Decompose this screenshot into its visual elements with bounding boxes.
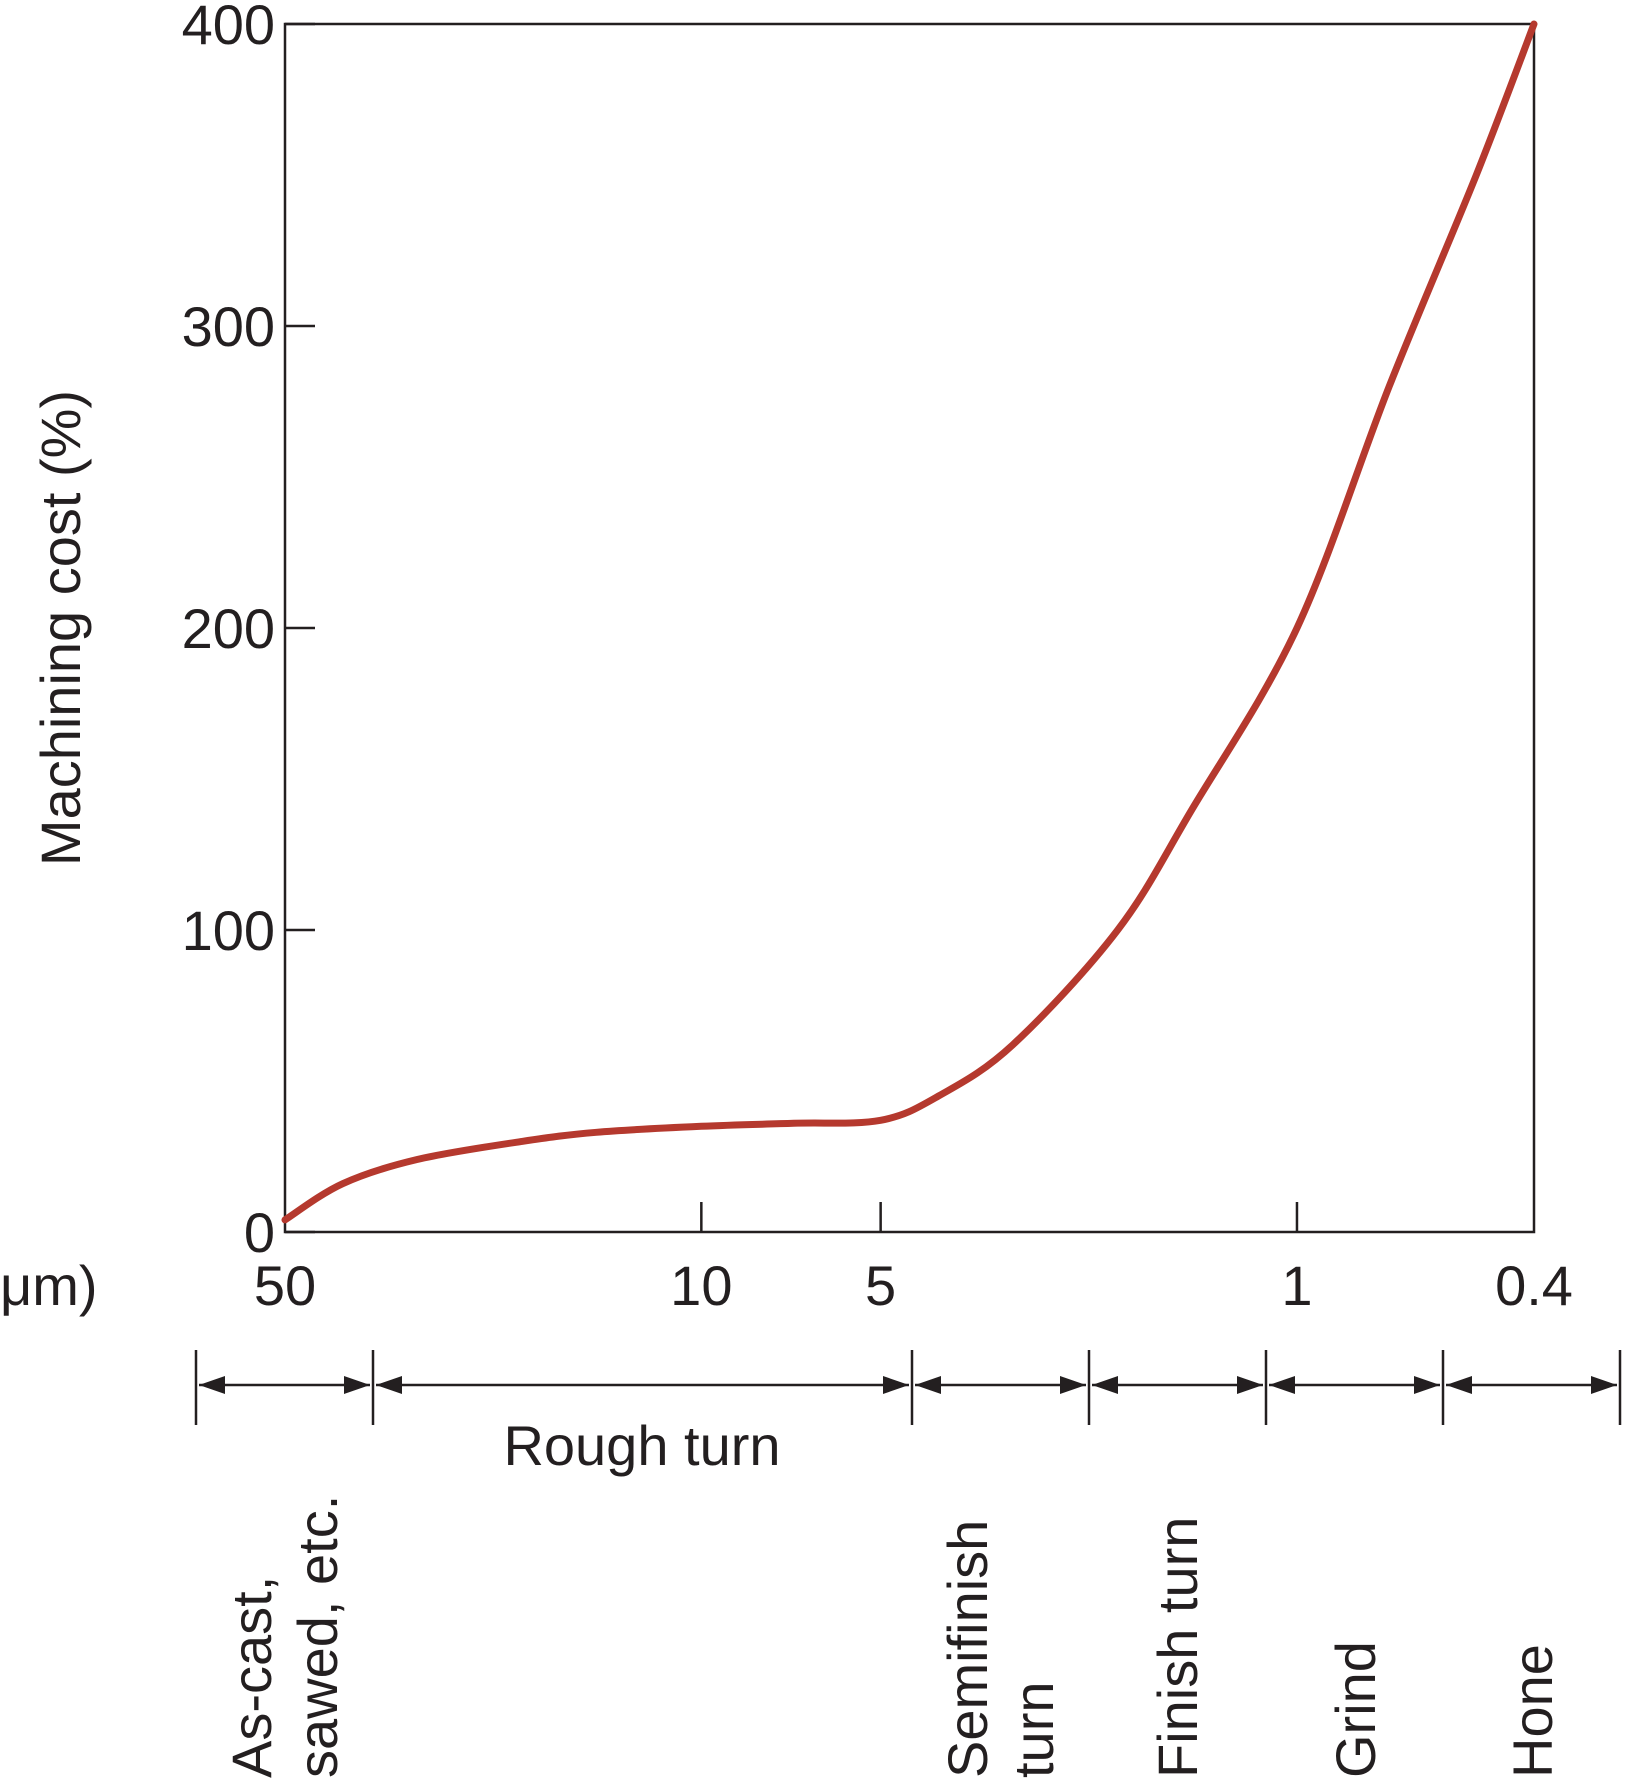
arrowhead-right <box>344 1376 370 1394</box>
x-tick-label: 50 <box>254 1254 316 1317</box>
arrowhead-right <box>1414 1376 1440 1394</box>
process-label: turn <box>1002 1682 1065 1779</box>
y-tick-label: 100 <box>182 899 275 962</box>
x-tick-label: 0.4 <box>1495 1254 1573 1317</box>
arrowhead-right <box>883 1376 909 1394</box>
process-label: Grind <box>1324 1641 1387 1778</box>
arrowhead-left <box>376 1376 402 1394</box>
x-tick-label: 1 <box>1281 1254 1312 1317</box>
x-axis: 50 10 5 1 0.4 <box>254 1202 1573 1317</box>
arrowhead-right <box>1060 1376 1086 1394</box>
y-tick-label: 400 <box>182 0 275 56</box>
series-layer <box>281 20 1538 1224</box>
y-tick-label: 0 <box>244 1201 275 1264</box>
x-tick-label: 10 <box>670 1254 732 1317</box>
arrowhead-left <box>1446 1376 1472 1394</box>
process-label: Rough turn <box>503 1414 780 1477</box>
arrowhead-left <box>1092 1376 1118 1394</box>
y-tick-label: 200 <box>182 597 275 660</box>
arrowhead-right <box>1237 1376 1263 1394</box>
x-tick-label: 5 <box>865 1254 896 1317</box>
process-label: Hone <box>1501 1644 1564 1778</box>
process-label: Finish turn <box>1146 1517 1209 1778</box>
plot-frame <box>283 22 1536 1234</box>
y-axis: 0 100 200 300 400 <box>182 0 315 1264</box>
x-axis-label-fragment: μm) <box>0 1254 98 1317</box>
y-axis-label: Machining cost (%) <box>29 390 92 866</box>
arrowhead-left <box>199 1376 225 1394</box>
process-label: As-cast, <box>220 1576 283 1778</box>
arrowhead-right <box>1591 1376 1617 1394</box>
process-ranges: As-cast, sawed, etc. Rough turn Semifinish t… <box>194 1350 1622 1779</box>
y-tick-label: 300 <box>182 295 275 358</box>
process-label: sawed, etc. <box>286 1495 349 1778</box>
arrowhead-left <box>1269 1376 1295 1394</box>
arrowhead-left <box>915 1376 941 1394</box>
cost-curve <box>281 20 1538 1224</box>
process-label: Semifinish <box>936 1520 999 1778</box>
